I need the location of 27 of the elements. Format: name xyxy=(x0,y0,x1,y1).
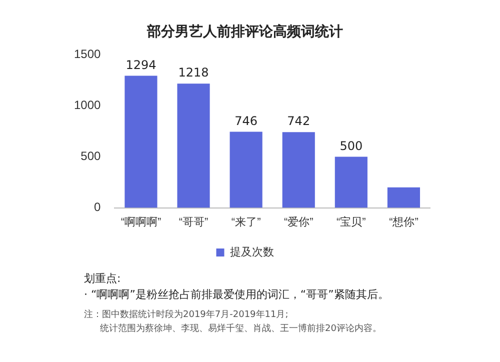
text: 注：图中数据统计时段为2019年7月-2019年11月; xyxy=(84,308,290,322)
x-tick-label: “想你” xyxy=(389,215,419,228)
text: · “啊啊啊”是粉丝抢占前排最爱使用的词汇，“哥哥”紧随其后。 xyxy=(84,288,390,302)
y-tick-label: 1500 xyxy=(74,47,102,62)
legend-label: 提及次数 xyxy=(230,246,274,259)
text: 统计范围为蔡徐坤、李现、易烊千玺、肖战、王一博前排20评论内容。 xyxy=(99,322,382,336)
x-tick-label: “哥哥” xyxy=(178,216,209,228)
bar xyxy=(282,132,315,208)
y-tick-label: 500 xyxy=(80,149,102,164)
data-label: 500 xyxy=(340,138,363,153)
data-label: 1218 xyxy=(178,66,209,80)
data-label: 1294 xyxy=(126,58,156,72)
text: 划重点: xyxy=(84,272,122,286)
bar xyxy=(177,84,210,208)
bar xyxy=(334,156,368,208)
chart-title: 部分男艺人前排评论高频词统计 xyxy=(146,23,343,40)
data-label: 742 xyxy=(287,114,310,128)
x-tick-label: “爱你” xyxy=(284,215,314,228)
bar xyxy=(124,76,158,208)
x-tick-label: “来了” xyxy=(231,215,262,228)
y-tick-label: 0 xyxy=(94,200,102,214)
data-label: 746 xyxy=(234,114,258,128)
x-tick-label: “啊啊啊” xyxy=(120,216,162,228)
bar xyxy=(230,132,262,208)
x-tick-label: “宝贝” xyxy=(336,215,366,228)
bar xyxy=(387,187,420,208)
y-tick-label: 1000 xyxy=(74,98,102,112)
